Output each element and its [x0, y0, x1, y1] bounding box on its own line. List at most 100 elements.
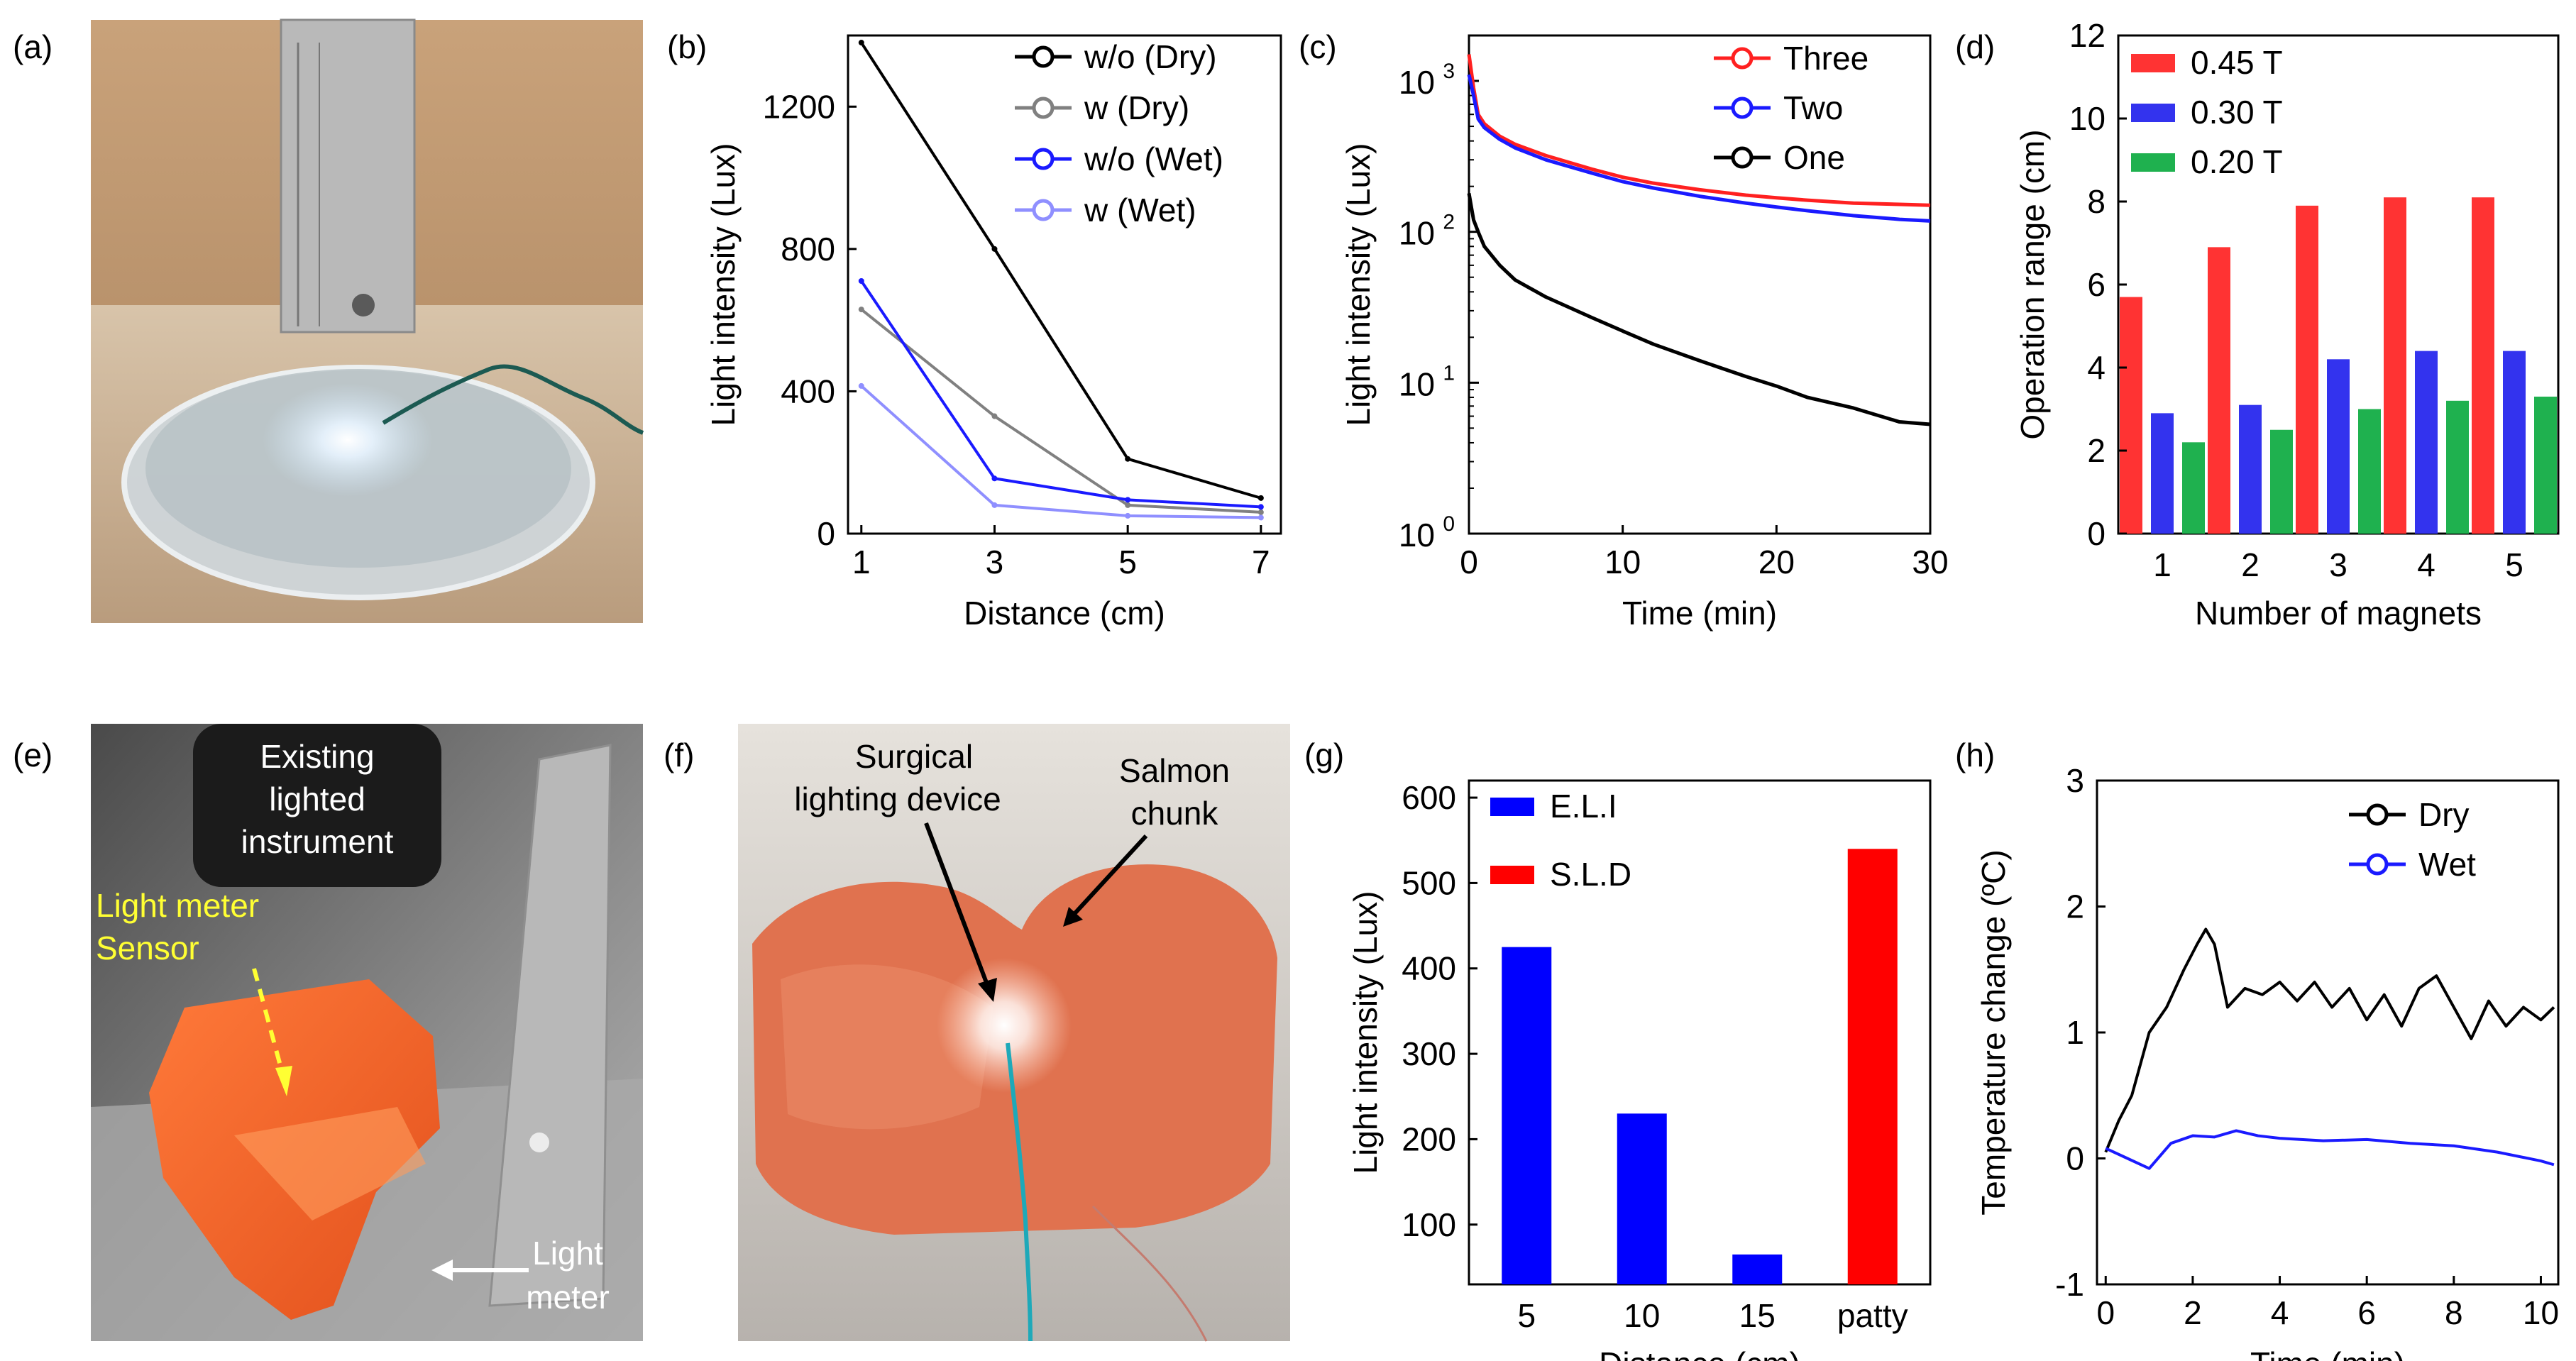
- legend-label: 0.30 T: [2191, 94, 2283, 131]
- data-point: [1125, 502, 1131, 508]
- y-axis-label: Temperature change (ºC): [1975, 849, 2012, 1215]
- y-tick-label: 0: [2087, 515, 2106, 552]
- x-tick-label: 6: [2357, 1294, 2376, 1331]
- data-point: [858, 277, 864, 284]
- plot-frame: [1468, 779, 1932, 1286]
- annotation-lighting-device: lighting device: [794, 781, 1001, 817]
- bar-030T-5: [2503, 351, 2526, 534]
- annotation-chunk: chunk: [1131, 795, 1219, 832]
- y-tick-label: 800: [781, 231, 835, 268]
- annotation-meter: meter: [526, 1279, 610, 1316]
- legend-marker: [2366, 803, 2389, 826]
- legend-label: Wet: [2418, 846, 2476, 883]
- legend-label: 0.20 T: [2191, 143, 2283, 180]
- x-tick-label: 5: [1517, 1297, 1536, 1334]
- x-tick-label: 20: [1758, 544, 1795, 580]
- data-point: [1125, 512, 1131, 519]
- panel-h: (h) 0 2 4 6 8 10 -1 0 1 2 3 Time (min) Temperature c…: [1955, 737, 2560, 1361]
- x-tick-label: 10: [1605, 544, 1641, 580]
- plot-frame: [1468, 34, 1932, 535]
- legend-marker: [2366, 853, 2389, 876]
- x-axis-label: Time (min): [1622, 595, 1777, 632]
- photo-a: [91, 18, 644, 623]
- panel-c: (c) 0 10 20 30 10 0 10 1 10 2 10 3 Time (min) Light i…: [1299, 28, 1949, 632]
- y-tick-label: 2: [2087, 432, 2106, 469]
- bar-10: [1617, 1113, 1667, 1284]
- panel-label-h: (h): [1955, 737, 1995, 773]
- bar-020T-4: [2446, 400, 2469, 534]
- y-tick-label: 10: [1399, 365, 1435, 402]
- x-tick-label: 10: [1624, 1297, 1660, 1334]
- y-tick-label: 10: [1399, 64, 1435, 101]
- panel-label-f: (f): [664, 737, 694, 773]
- y-tick-label: 500: [1402, 864, 1456, 901]
- y-tick-label: 12: [2069, 17, 2106, 54]
- arrow-salmon: [1071, 834, 1148, 918]
- panel-label-g: (g): [1304, 737, 1344, 773]
- bar-030T-1: [2151, 413, 2174, 534]
- series-line-0: [2104, 927, 2555, 1153]
- legend: w/o (Dry) w (Dry) w/o (Wet) w (Wet): [1015, 38, 1223, 228]
- y-tick-label: 300: [1402, 1035, 1456, 1072]
- arrow-sensor: [252, 968, 286, 1079]
- bar-045T-4: [2384, 197, 2406, 534]
- x-tick-label: 4: [2417, 546, 2435, 583]
- bar-030T-3: [2327, 359, 2350, 534]
- y-tick-label: 10: [2069, 100, 2106, 137]
- panel-f: (f) Surgical lighting device Salmon chun…: [664, 724, 1290, 1342]
- series-line-1: [2105, 1129, 2555, 1170]
- cable: [382, 364, 644, 435]
- bar-020T-1: [2182, 442, 2205, 534]
- panel-label-d: (d): [1955, 28, 1995, 65]
- annotation-surgical: Surgical: [855, 738, 973, 775]
- panel-b: (b) 1 3 5 7 0 400 800 1200 Distance (cm) Light in…: [667, 28, 1282, 632]
- series-line-3: [860, 385, 1261, 519]
- y-tick-label: 200: [1402, 1120, 1456, 1157]
- bar-045T-5: [2472, 197, 2494, 534]
- photo-e: Existing lighted instrument Light meter …: [91, 724, 643, 1341]
- cable-f: [1006, 1042, 1033, 1342]
- annotation-lighted: lighted: [269, 781, 365, 817]
- x-tick-label: 8: [2445, 1294, 2463, 1331]
- panel-label-c: (c): [1299, 28, 1337, 65]
- y-tick-label: 3: [2066, 762, 2084, 799]
- legend-marker: [1032, 97, 1055, 119]
- panel-a: (a): [13, 18, 644, 623]
- legend-label: One: [1783, 139, 1845, 176]
- data-point: [858, 40, 864, 46]
- legend-marker: [1731, 97, 1754, 119]
- x-tick-label: 4: [2271, 1294, 2289, 1331]
- y-axis-label: Light intensity (Lux): [1340, 143, 1377, 426]
- legend: Dry Wet: [2349, 796, 2476, 883]
- data-point: [991, 475, 998, 482]
- x-tick-label: 2: [2241, 546, 2259, 583]
- x-tick-label: 2: [2184, 1294, 2202, 1331]
- annotation-existing: Existing: [260, 738, 374, 775]
- data-point: [858, 307, 864, 313]
- series-line-1: [1467, 74, 1931, 223]
- y-axis-label: Light intensity (Lux): [1347, 891, 1384, 1174]
- plot-frame: [2096, 779, 2560, 1286]
- legend-label: w (Dry): [1084, 89, 1189, 126]
- legend-swatch: [1490, 866, 1534, 884]
- y-tick-label: 400: [1402, 950, 1456, 987]
- bar-patty: [1847, 849, 1898, 1284]
- x-tick-label: 7: [1252, 544, 1270, 580]
- legend-marker: [1032, 148, 1055, 170]
- legend-marker: [1032, 199, 1055, 221]
- x-tick-label: 10: [2523, 1294, 2559, 1331]
- legend-swatch: [2131, 54, 2175, 72]
- photo-f: Surgical lighting device Salmon chunk: [738, 724, 1290, 1342]
- legend-swatch: [2131, 153, 2175, 172]
- legend-marker: [1731, 146, 1754, 169]
- panel-label-a: (a): [13, 28, 53, 65]
- data-point: [1125, 456, 1131, 462]
- y-axis-label: Operation range (cm): [2014, 129, 2051, 439]
- y-tick-label: -1: [2055, 1266, 2084, 1303]
- annotation-light: Light: [532, 1235, 603, 1272]
- panel-label-b: (b): [667, 28, 707, 65]
- bar-045T-1: [2120, 297, 2142, 534]
- bar-045T-2: [2208, 247, 2230, 534]
- y-tick-label: 400: [781, 373, 835, 409]
